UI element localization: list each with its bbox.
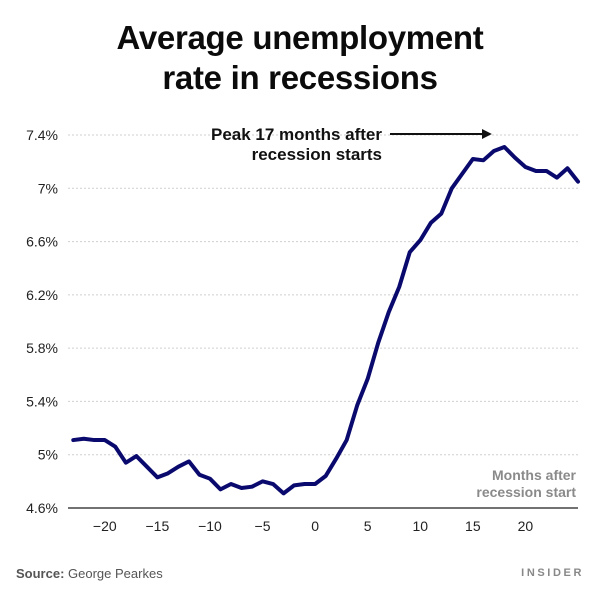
data-point	[439, 212, 443, 216]
chart-title-line-1: Average unemployment	[116, 19, 484, 56]
x-tick-label: −20	[93, 518, 117, 534]
data-point	[261, 479, 265, 483]
data-point	[471, 157, 475, 161]
brand-logo: INSIDER	[521, 567, 584, 579]
data-point	[71, 438, 75, 442]
data-point	[187, 459, 191, 463]
data-point	[513, 156, 517, 160]
x-tick-label: −5	[255, 518, 271, 534]
y-tick-label: 5.4%	[26, 393, 58, 409]
y-tick-label: 6.2%	[26, 287, 58, 303]
data-point	[429, 221, 433, 225]
y-tick-label: 7%	[38, 180, 58, 196]
data-point	[576, 180, 580, 184]
x-tick-label: −10	[198, 518, 222, 534]
data-point	[134, 454, 138, 458]
data-point	[313, 482, 317, 486]
y-tick-label: 7.4%	[26, 127, 58, 143]
data-point	[324, 474, 328, 478]
data-point	[124, 461, 128, 465]
line-chart: 4.6% 5% 5.4% 5.8% 6.2% 6.6% 7% 7.4% −20 −15 −10 −5 0…	[26, 125, 580, 534]
x-tick-label: 0	[311, 518, 319, 534]
y-tick-label: 4.6%	[26, 500, 58, 516]
annotation-text-line: Peak 17 months after	[211, 125, 382, 144]
data-point	[282, 491, 286, 495]
data-point	[176, 465, 180, 469]
x-axis-label-line: recession start	[476, 484, 576, 500]
data-point	[460, 172, 464, 176]
data-point	[113, 445, 117, 449]
data-point	[355, 403, 359, 407]
data-point	[534, 169, 538, 173]
data-point	[366, 377, 370, 381]
data-point	[481, 158, 485, 162]
data-point	[82, 437, 86, 441]
data-point	[240, 486, 244, 490]
x-tick-label: −15	[146, 518, 170, 534]
y-tick-label: 5.8%	[26, 340, 58, 356]
data-point	[418, 238, 422, 242]
data-point	[208, 477, 212, 481]
data-point	[145, 465, 149, 469]
data-point	[218, 487, 222, 491]
data-point	[229, 482, 233, 486]
data-point	[450, 186, 454, 190]
data-point	[387, 310, 391, 314]
data-point	[345, 438, 349, 442]
source-label: Source:	[16, 566, 65, 581]
data-point	[103, 438, 107, 442]
data-point	[334, 457, 338, 461]
data-point	[544, 169, 548, 173]
series-line	[71, 144, 580, 496]
source-note: Source: George Pearkes	[16, 566, 163, 581]
data-point	[565, 166, 569, 170]
x-tick-label: 15	[465, 518, 481, 534]
data-point	[250, 485, 254, 489]
data-point	[397, 285, 401, 289]
data-point	[502, 145, 506, 149]
data-point	[271, 482, 275, 486]
data-point	[292, 483, 296, 487]
chart-title-line-2: rate in recessions	[162, 59, 438, 96]
data-point	[166, 471, 170, 475]
data-point	[555, 176, 559, 180]
source-text: George Pearkes	[68, 566, 163, 581]
data-point	[155, 475, 159, 479]
y-tick-label: 6.6%	[26, 234, 58, 250]
data-point	[523, 165, 527, 169]
data-point	[92, 438, 96, 442]
data-point	[408, 250, 412, 254]
data-point	[303, 482, 307, 486]
data-point	[376, 341, 380, 345]
annotation-text-line: recession starts	[252, 145, 382, 164]
chart-title: Average unemployment rate in recessions	[0, 18, 600, 98]
x-tick-label: 5	[364, 518, 372, 534]
x-axis-label-line: Months after	[492, 467, 577, 483]
data-point	[197, 473, 201, 477]
data-point	[492, 149, 496, 153]
x-tick-label: 20	[518, 518, 534, 534]
x-tick-label: 10	[412, 518, 428, 534]
y-tick-label: 5%	[38, 447, 58, 463]
